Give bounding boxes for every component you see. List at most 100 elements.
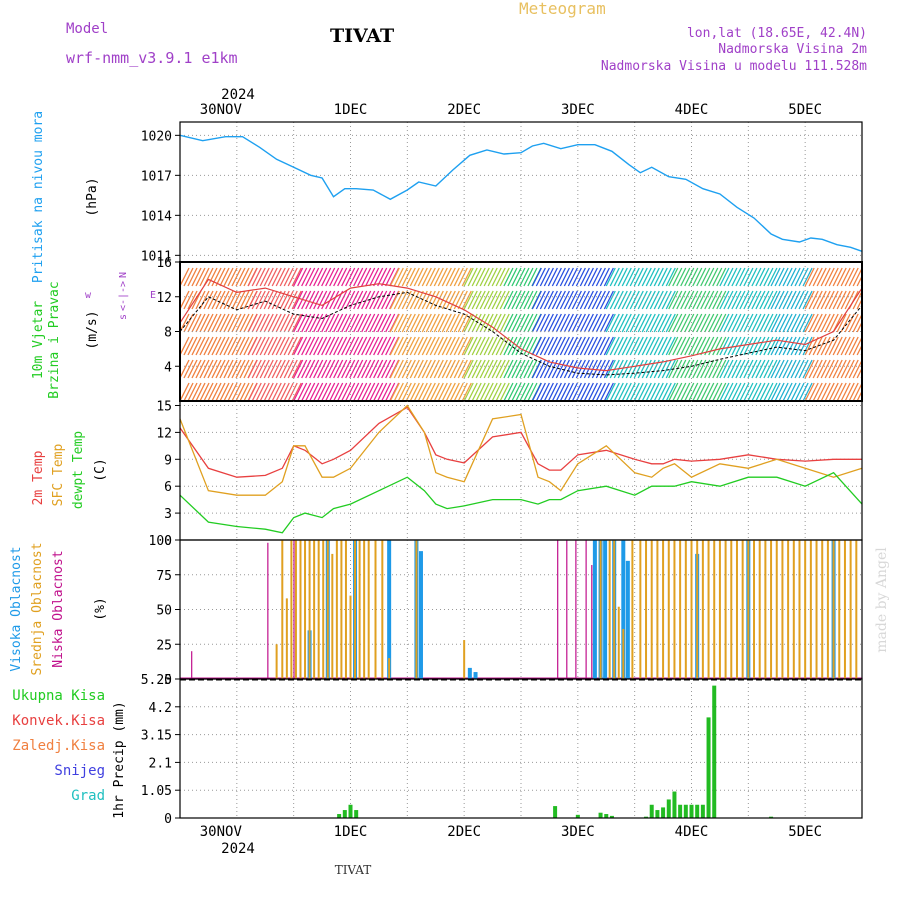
wind-barb <box>786 313 797 333</box>
wind-barb <box>613 382 624 401</box>
wind-barb <box>735 359 746 379</box>
wind-barb <box>275 267 286 287</box>
wind-barb <box>759 382 770 401</box>
wind-barb <box>798 267 809 287</box>
cloud-mid-bar <box>684 540 687 679</box>
wind-barb <box>716 336 727 356</box>
wind-barb <box>507 313 518 333</box>
wind-barb <box>187 336 198 356</box>
wind-barb <box>263 267 274 287</box>
cloud-mid-bar <box>608 540 611 679</box>
temp-ytick-label: 6 <box>164 480 172 495</box>
wind-barb <box>445 267 456 287</box>
wind-barb <box>475 313 486 333</box>
wind-barb <box>417 267 428 287</box>
temp-ytick-label: 3 <box>164 507 172 522</box>
wind-barb <box>767 359 778 379</box>
wind-barb <box>804 359 815 379</box>
wind-barb <box>283 359 294 379</box>
wind-barb <box>790 336 801 356</box>
cloud-mid-bar <box>775 540 778 679</box>
wind-barb <box>405 313 416 333</box>
wind-barb <box>247 382 258 401</box>
precip-bar <box>655 810 660 818</box>
wind-barb <box>507 336 518 356</box>
compass-arrow: <-|-> <box>118 281 129 311</box>
temp-ytick-label: 9 <box>164 453 172 468</box>
wind-barb <box>665 290 676 310</box>
precip-bar <box>609 815 614 818</box>
wind-barb <box>700 359 711 379</box>
wind-barb <box>704 267 715 287</box>
precip-unit: 1hr Precip (mm) <box>112 701 127 818</box>
wind-barb <box>223 267 234 287</box>
wind-barb <box>551 290 562 310</box>
wind-barb <box>786 290 797 310</box>
wind-barb <box>417 382 428 401</box>
pressure-panel: 1020 1017 1014 1011 <box>141 121 863 264</box>
wind-barb <box>361 290 372 310</box>
wind-barb <box>215 336 226 356</box>
wind-barb <box>329 313 340 333</box>
wind-barb <box>716 313 727 333</box>
bottom-day-label: 2DEC <box>447 824 481 840</box>
wind-barb <box>425 313 436 333</box>
wind-barb <box>735 382 746 401</box>
temp-ytick-label: 0 <box>164 534 172 549</box>
wind-barb <box>804 382 815 401</box>
wind-barb <box>297 382 308 401</box>
precip-bar <box>683 804 688 818</box>
wind-barb <box>704 359 715 379</box>
wind-barb <box>559 267 570 287</box>
wind-barb <box>735 290 746 310</box>
wind-barb <box>511 313 522 333</box>
cloud-ylabel-high: Visoka Oblacnost <box>9 546 24 671</box>
wind-barb <box>591 267 602 287</box>
wind-barb <box>247 267 258 287</box>
wind-barb <box>778 336 789 356</box>
wind-barb <box>563 336 574 356</box>
wind-barb <box>767 267 778 287</box>
cloud-mid-bar <box>639 540 642 679</box>
wind-barb <box>231 359 242 379</box>
wind-barb <box>625 267 636 287</box>
wind-barb <box>547 313 558 333</box>
wind-barb <box>832 382 843 401</box>
wind-barb <box>231 267 242 287</box>
wind-barb <box>219 336 230 356</box>
wind-barb <box>207 267 218 287</box>
wind-barb <box>645 313 656 333</box>
cloud-mid-bar <box>696 540 699 679</box>
wind-barb <box>599 382 610 401</box>
precip-legend-item: Snijeg <box>54 763 105 779</box>
wind-barb <box>844 382 855 401</box>
cloud-mid-bar <box>679 540 682 679</box>
wind-barb <box>633 359 644 379</box>
wind-barb <box>483 336 494 356</box>
cloud-ytick-label: 25 <box>156 638 172 653</box>
temp-ylabel-2m: 2m Temp <box>31 450 46 505</box>
wind-barb <box>719 382 730 401</box>
wind-barb <box>195 359 206 379</box>
wind-barb <box>263 382 274 401</box>
wind-barb <box>731 382 742 401</box>
wind-barb <box>617 290 628 310</box>
wind-barb <box>333 313 344 333</box>
wind-barb <box>183 290 194 310</box>
wind-barb <box>463 359 474 379</box>
cloud-mid-bar <box>838 540 841 679</box>
wind-barb <box>591 336 602 356</box>
wind-barb <box>716 267 727 287</box>
wind-barb <box>543 290 554 310</box>
wind-barb <box>665 267 676 287</box>
wind-barb <box>195 267 206 287</box>
wind-barb <box>283 290 294 310</box>
wind-barb <box>195 336 206 356</box>
cloud-mid-bar <box>753 540 756 679</box>
wind-barb <box>283 267 294 287</box>
wind-barb <box>297 336 308 356</box>
wind-barb <box>603 313 614 333</box>
cloud-mid-bar <box>650 540 653 679</box>
wind-barb <box>665 336 676 356</box>
wind-barb <box>621 313 632 333</box>
